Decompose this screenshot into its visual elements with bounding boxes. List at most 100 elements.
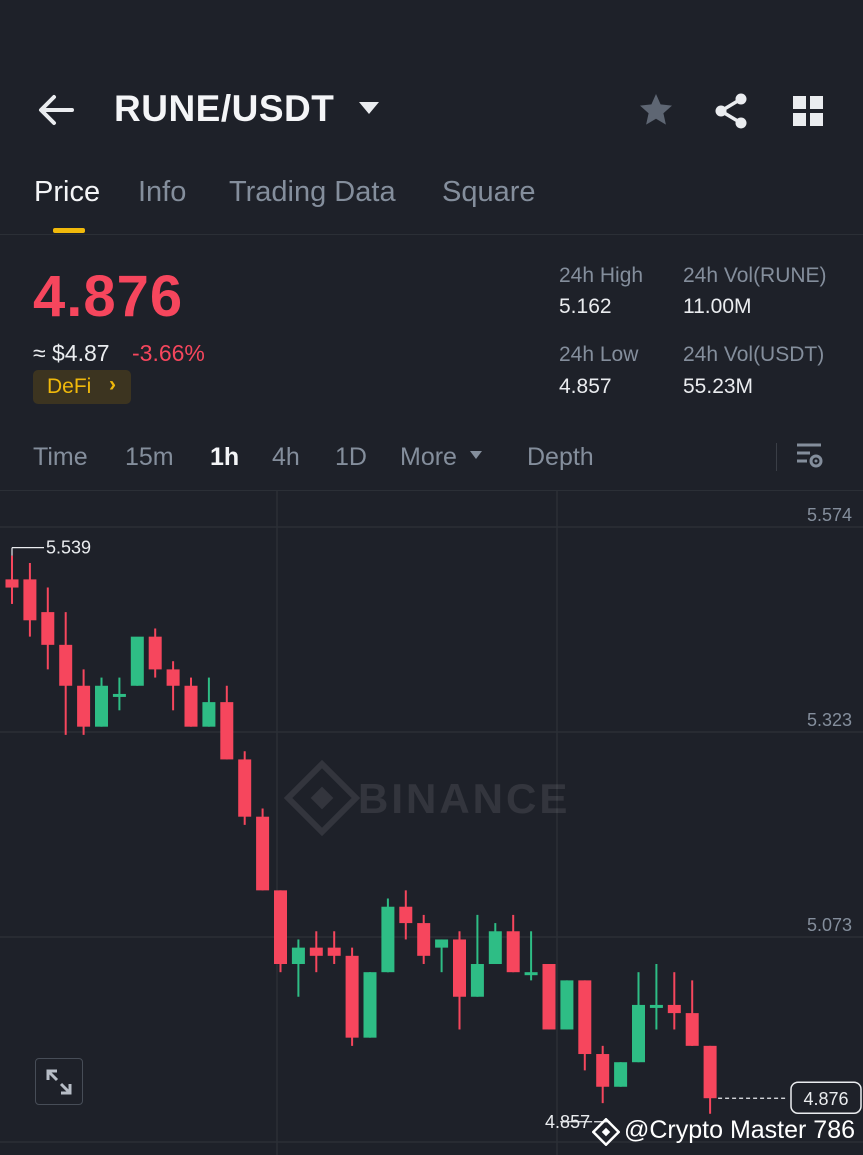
expand-icon bbox=[46, 1069, 72, 1095]
candle-body bbox=[399, 906, 413, 924]
candle-body bbox=[703, 1045, 717, 1099]
active-tab-indicator bbox=[53, 228, 85, 233]
candle-body bbox=[112, 693, 126, 697]
last-price-tag bbox=[790, 1081, 862, 1114]
y-tick-label: 5.073 bbox=[807, 915, 852, 935]
candle-down bbox=[166, 661, 180, 711]
candle-body bbox=[238, 759, 252, 817]
candle-up bbox=[470, 914, 484, 997]
candle-body bbox=[560, 980, 574, 1030]
candle-body bbox=[506, 931, 520, 973]
candle-down bbox=[703, 1045, 717, 1114]
watermark-handle: @Crypto Master 786 bbox=[624, 1116, 856, 1144]
y-tick-label: 5.574 bbox=[807, 505, 852, 525]
chevron-right-icon: › bbox=[109, 373, 116, 396]
candle-down bbox=[274, 890, 287, 973]
candle-up bbox=[649, 964, 663, 1030]
timeframe-4h[interactable]: 4h bbox=[272, 443, 300, 471]
candles bbox=[5, 555, 717, 1114]
candle-up bbox=[524, 931, 538, 981]
timeframe-1d[interactable]: 1D bbox=[335, 443, 367, 471]
stat-24h-high-label: 24h High bbox=[559, 264, 644, 287]
more-caret-down-icon bbox=[470, 451, 482, 459]
y-axis-labels: 5.574 5.323 5.073 bbox=[807, 505, 852, 935]
stat-24h-vol-base-label: 24h Vol(RUNE) bbox=[683, 264, 827, 287]
candle-body bbox=[5, 579, 19, 588]
candle-body bbox=[166, 669, 180, 686]
low-marker-label: 4.857 bbox=[545, 1112, 590, 1132]
star-icon[interactable] bbox=[638, 92, 674, 128]
candle-up bbox=[614, 1062, 628, 1087]
candle-body bbox=[542, 964, 556, 1030]
binance-logo-icon bbox=[592, 1118, 620, 1146]
tab-square[interactable]: Square bbox=[442, 176, 536, 208]
tab-trading-data[interactable]: Trading Data bbox=[229, 176, 396, 208]
high-marker-label: 5.539 bbox=[46, 538, 91, 558]
candle-body bbox=[95, 685, 108, 727]
candle-down bbox=[399, 890, 413, 940]
candle-down bbox=[685, 980, 699, 1046]
candle-body bbox=[130, 636, 144, 686]
chart-settings-icon[interactable] bbox=[795, 441, 825, 471]
tab-info[interactable]: Info bbox=[138, 176, 187, 208]
candle-up bbox=[632, 972, 645, 1063]
candle-body bbox=[41, 612, 55, 645]
candle-body bbox=[309, 947, 323, 956]
candle-body bbox=[632, 1004, 645, 1063]
candle-down bbox=[77, 669, 91, 735]
candle-up bbox=[560, 980, 574, 1030]
share-icon[interactable] bbox=[712, 92, 750, 130]
candle-body bbox=[184, 685, 198, 727]
expand-button[interactable] bbox=[35, 1058, 83, 1105]
timeframe-more[interactable]: More bbox=[400, 443, 457, 471]
top-bar bbox=[0, 0, 863, 160]
candle-down bbox=[220, 685, 234, 760]
candle-body bbox=[685, 1013, 699, 1046]
candle-body bbox=[148, 636, 162, 670]
divider bbox=[0, 234, 863, 235]
candle-down bbox=[417, 914, 431, 965]
candle-body bbox=[488, 931, 502, 965]
candle-up bbox=[202, 677, 216, 727]
candle-body bbox=[59, 644, 73, 686]
candle-down bbox=[184, 677, 198, 727]
candle-up bbox=[381, 898, 395, 973]
chart-grid bbox=[0, 491, 863, 1155]
candle-body bbox=[363, 972, 377, 1038]
candle-body bbox=[614, 1062, 628, 1087]
candle-down bbox=[506, 914, 520, 973]
candlestick-chart[interactable]: BINANCE 5.574 5.323 5.073 5.539 4.857 4.87… bbox=[0, 491, 863, 1155]
tab-price[interactable]: Price bbox=[34, 176, 101, 208]
arrow-left-icon[interactable] bbox=[36, 92, 76, 128]
timeframe-depth[interactable]: Depth bbox=[527, 443, 594, 471]
candle-body bbox=[470, 964, 484, 997]
last-price: 4.876 bbox=[33, 264, 184, 329]
candle-body bbox=[435, 939, 449, 948]
candle-down bbox=[667, 972, 681, 1030]
grid-icon[interactable] bbox=[792, 95, 824, 127]
candle-body bbox=[345, 955, 359, 1038]
candle-down bbox=[256, 808, 270, 891]
candle-body bbox=[578, 980, 592, 1055]
candle-up bbox=[291, 939, 305, 997]
candle-up bbox=[112, 677, 126, 711]
pair-title[interactable]: RUNE/USDT bbox=[114, 88, 335, 129]
candle-down bbox=[238, 751, 252, 825]
timeframe-15m[interactable]: 15m bbox=[125, 443, 174, 471]
defi-tag-label: DeFi bbox=[47, 375, 92, 398]
stat-24h-low-value: 4.857 bbox=[559, 375, 612, 398]
timeframe-1h[interactable]: 1h bbox=[210, 443, 240, 471]
candle-body bbox=[77, 685, 91, 727]
candle-body bbox=[417, 923, 431, 956]
price-change-percent: -3.66% bbox=[132, 340, 205, 366]
candle-body bbox=[274, 890, 287, 965]
candle-up bbox=[95, 677, 108, 727]
candle-down bbox=[59, 612, 73, 735]
y-tick-label: 5.323 bbox=[807, 710, 852, 730]
last-price-tag-label: 4.876 bbox=[803, 1089, 848, 1109]
timeframe-time[interactable]: Time bbox=[33, 443, 88, 471]
caret-down-icon[interactable] bbox=[358, 101, 380, 115]
binance-watermark: BINANCE bbox=[283, 759, 567, 837]
candle-down bbox=[41, 587, 55, 670]
defi-tag[interactable]: DeFi › bbox=[33, 370, 131, 404]
